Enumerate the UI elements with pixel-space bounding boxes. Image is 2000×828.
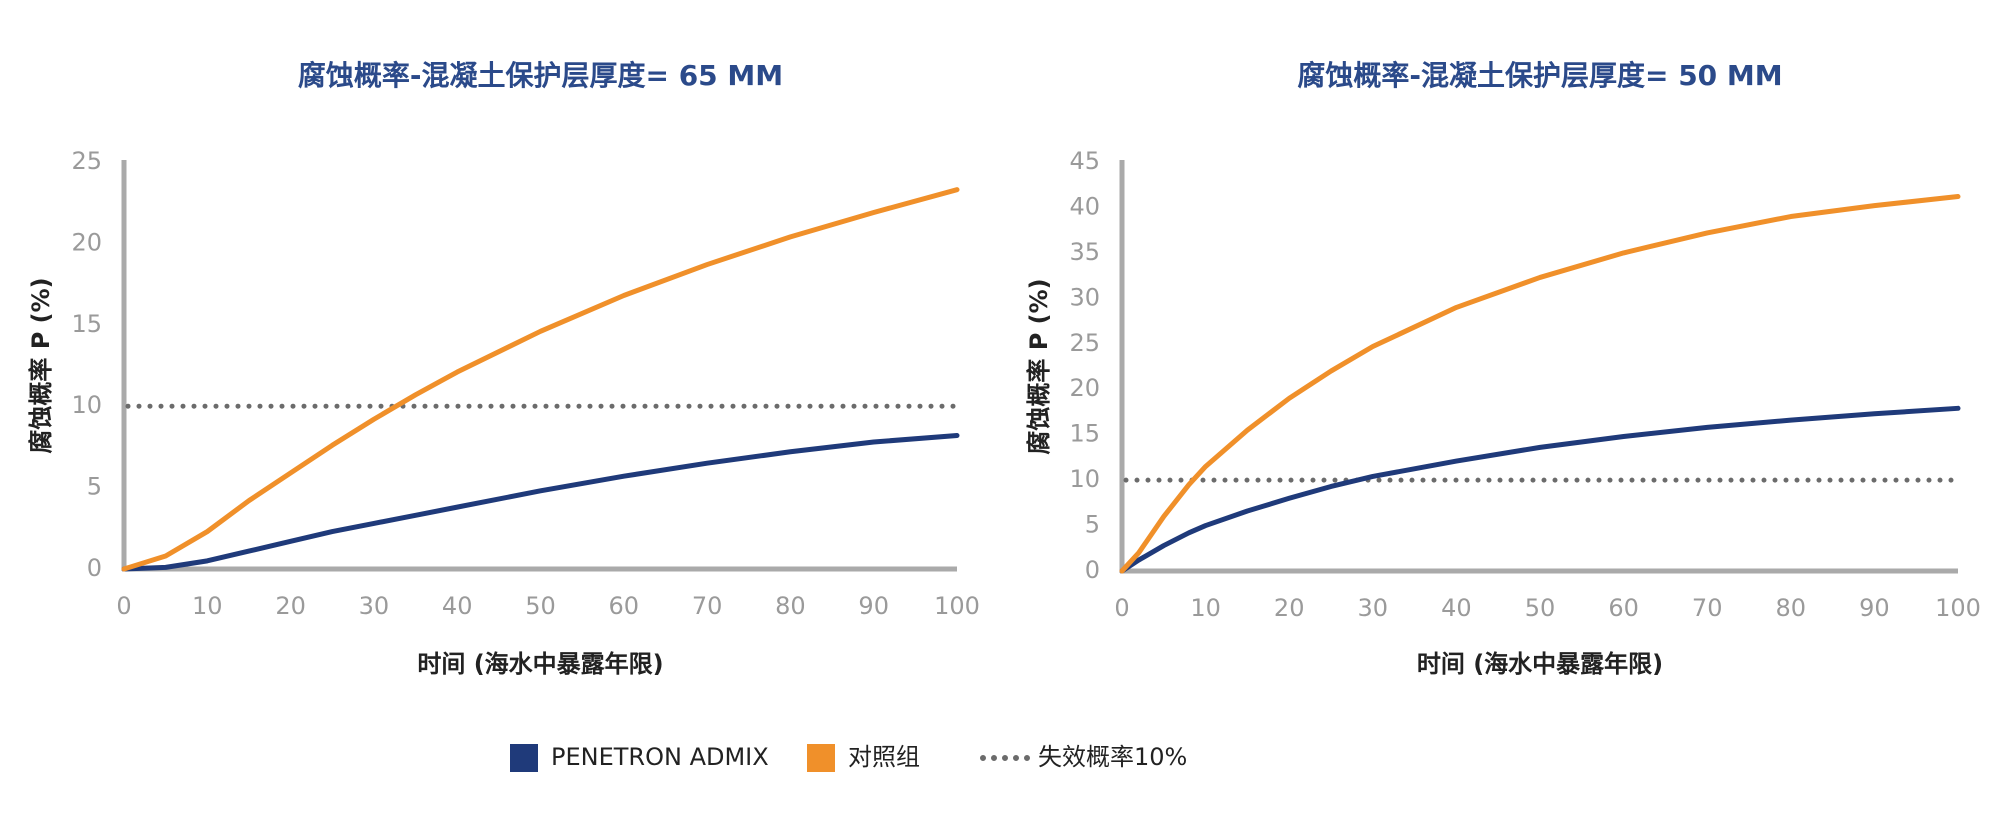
y-tick-label: 35 (1069, 238, 1100, 266)
series-line (121, 187, 960, 572)
y-tick-label: 30 (1069, 283, 1100, 311)
y-axis-label: 腐蚀概率 P (%) (1025, 278, 1053, 454)
x-tick-label: 0 (1114, 594, 1129, 622)
x-tick-label: 100 (934, 592, 980, 620)
y-tick-label: 20 (71, 228, 102, 256)
x-tick-label: 100 (1935, 594, 1981, 622)
x-tick-label: 50 (525, 592, 556, 620)
chart-title: 腐蚀概率-混凝土保护层厚度= 65 MM (298, 59, 783, 92)
legend-label: 失效概率10% (1038, 743, 1187, 771)
y-tick-label: 10 (71, 391, 102, 419)
series-line (1119, 194, 1961, 574)
x-tick-label: 80 (1776, 594, 1807, 622)
x-tick-label: 90 (858, 592, 889, 620)
x-tick-label: 40 (442, 592, 473, 620)
y-tick-label: 10 (1069, 465, 1100, 493)
x-tick-label: 60 (609, 592, 640, 620)
x-axis-label: 时间 (海水中暴露年限) (417, 650, 663, 678)
x-tick-label: 40 (1441, 594, 1472, 622)
x-tick-label: 30 (1358, 594, 1389, 622)
y-axis-label: 腐蚀概率 P (%) (27, 277, 55, 453)
y-tick-label: 20 (1069, 374, 1100, 402)
x-tick-label: 70 (692, 592, 723, 620)
x-tick-label: 20 (1274, 594, 1305, 622)
x-tick-label: 20 (275, 592, 306, 620)
x-tick-label: 10 (192, 592, 223, 620)
chart-title: 腐蚀概率-混凝土保护层厚度= 50 MM (1297, 59, 1782, 92)
y-tick-label: 0 (1085, 556, 1100, 584)
y-tick-label: 15 (1069, 420, 1100, 448)
x-tick-label: 80 (775, 592, 806, 620)
y-tick-label: 15 (71, 310, 102, 338)
y-tick-label: 5 (1085, 511, 1100, 539)
series-line (121, 433, 960, 572)
y-tick-label: 25 (71, 147, 102, 175)
y-tick-label: 25 (1069, 329, 1100, 357)
x-tick-label: 0 (116, 592, 131, 620)
x-tick-label: 90 (1859, 594, 1890, 622)
x-tick-label: 30 (359, 592, 390, 620)
legend-swatch (807, 744, 835, 772)
legend-label: PENETRON ADMIX (551, 743, 769, 771)
x-tick-label: 10 (1190, 594, 1221, 622)
x-tick-label: 60 (1608, 594, 1639, 622)
y-tick-label: 45 (1069, 147, 1100, 175)
x-tick-label: 50 (1525, 594, 1556, 622)
x-tick-label: 70 (1692, 594, 1723, 622)
x-axis-label: 时间 (海水中暴露年限) (1417, 650, 1663, 678)
legend-swatch (510, 744, 538, 772)
y-tick-label: 5 (87, 473, 102, 501)
y-tick-label: 40 (1069, 192, 1100, 220)
series-line (1119, 405, 1961, 574)
y-tick-label: 0 (87, 554, 102, 582)
legend-label: 对照组 (848, 743, 920, 771)
